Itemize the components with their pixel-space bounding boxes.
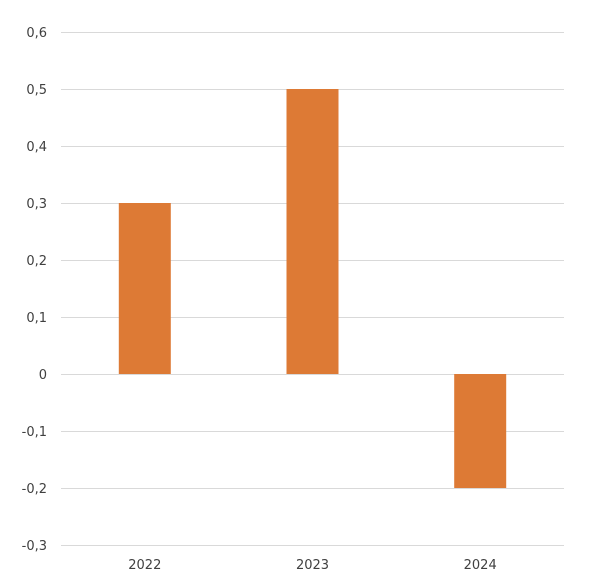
y-tick-label: 0,6 bbox=[26, 26, 47, 41]
x-axis-tick-labels: 2022 2023 2024 bbox=[128, 558, 496, 573]
bar-2023 bbox=[286, 89, 339, 374]
y-tick-label: 0,3 bbox=[26, 197, 47, 212]
y-tick-label: 0,1 bbox=[26, 311, 47, 326]
x-tick-label-2023: 2023 bbox=[296, 558, 329, 573]
x-tick-label-2022: 2022 bbox=[128, 558, 161, 573]
y-tick-label: 0,5 bbox=[26, 83, 47, 98]
y-tick-label: 0 bbox=[39, 368, 47, 383]
y-tick-label: -0,1 bbox=[22, 425, 47, 440]
y-axis-tick-labels: 0,6 0,5 0,4 0,3 0,2 0,1 0 -0,1 -0,2 -0,3 bbox=[22, 26, 47, 554]
bar-2024 bbox=[454, 374, 507, 488]
y-tick-label: 0,2 bbox=[26, 254, 47, 269]
bar-2022 bbox=[118, 203, 171, 374]
y-tick-label: -0,3 bbox=[22, 539, 47, 554]
y-tick-label: -0,2 bbox=[22, 482, 47, 497]
y-tick-label: 0,4 bbox=[26, 140, 47, 155]
bars bbox=[118, 89, 507, 488]
x-tick-label-2024: 2024 bbox=[464, 558, 497, 573]
